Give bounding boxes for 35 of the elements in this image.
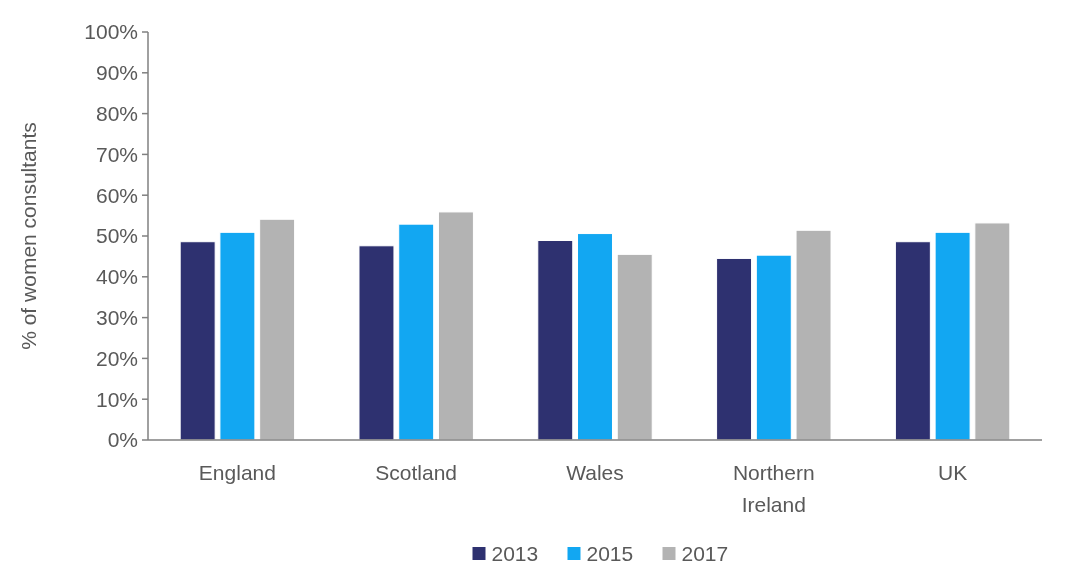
x-tick-label: Northern Ireland: [732, 461, 815, 516]
y-tick-label: 0%: [107, 428, 138, 452]
bar: [755, 254, 792, 441]
legend-label: 2013: [491, 542, 539, 566]
bar: [219, 231, 256, 441]
legend-label: 2015: [586, 542, 634, 566]
y-tick-label: 100%: [84, 20, 138, 44]
bar: [795, 229, 832, 441]
x-tick-label: Scotland: [375, 461, 458, 484]
y-tick-label: 90%: [95, 61, 138, 85]
y-tick-label: 40%: [95, 265, 138, 289]
x-tick-label: England: [198, 461, 276, 484]
bar: [398, 223, 435, 441]
bar: [537, 239, 574, 441]
bar: [616, 253, 653, 441]
bar: [259, 218, 296, 441]
y-axis-title: % of women consultants: [17, 122, 40, 350]
legend-label: 2017: [681, 542, 729, 566]
bar: [577, 233, 613, 441]
bar: [437, 211, 474, 441]
y-tick-label: 30%: [95, 305, 138, 329]
x-tick-label: Wales: [566, 461, 624, 484]
y-tick-label: 20%: [95, 346, 138, 370]
bar: [894, 241, 931, 441]
bar: [179, 241, 216, 441]
bar: [974, 222, 1011, 441]
y-tick-label: 60%: [95, 183, 138, 207]
bar: [934, 231, 971, 441]
y-tick-label: 10%: [95, 387, 138, 411]
y-tick-label: 80%: [95, 101, 138, 125]
x-tick-label: UK: [938, 461, 968, 484]
y-tick-label: 50%: [95, 224, 138, 248]
bar: [716, 257, 753, 441]
bar: [358, 245, 395, 441]
y-tick-label: 70%: [95, 142, 138, 166]
